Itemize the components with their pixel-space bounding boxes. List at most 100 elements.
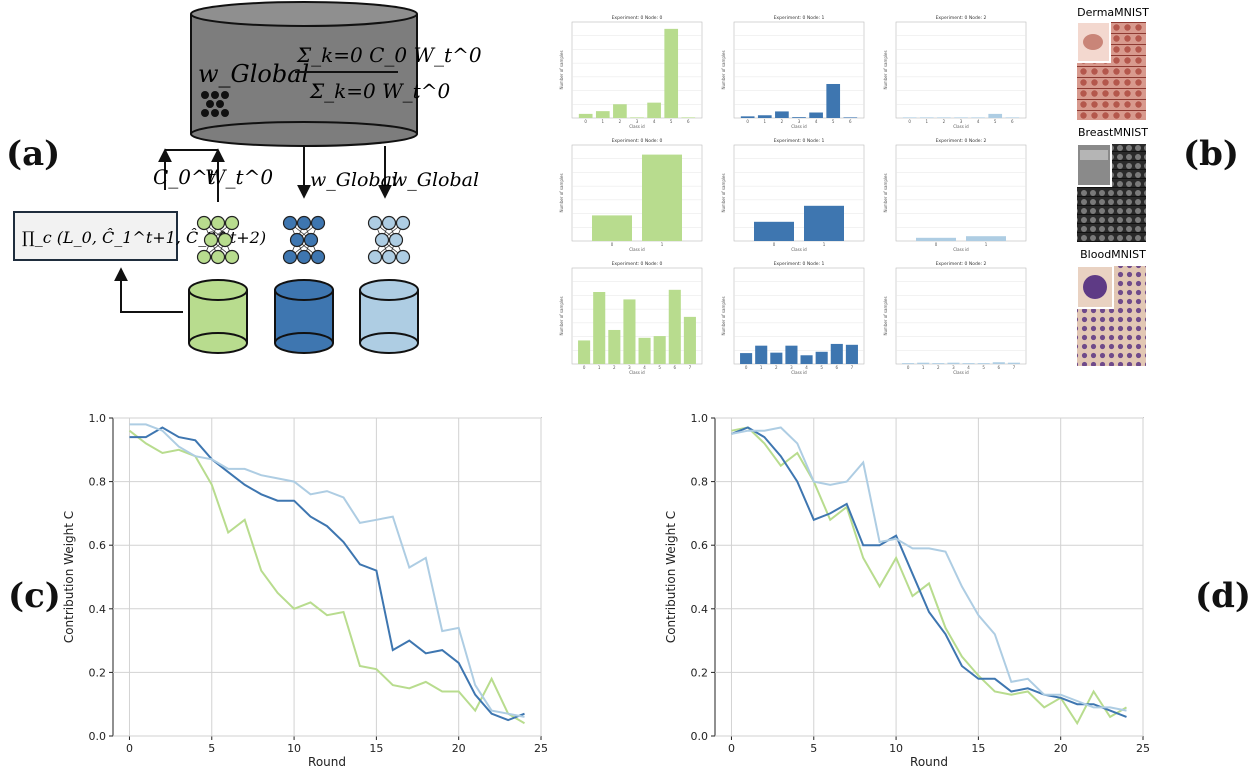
bar-tick-label: 2 bbox=[943, 119, 946, 124]
bar bbox=[962, 363, 975, 364]
x-tick-label: 15 bbox=[369, 742, 383, 755]
bar-tick-label: 7 bbox=[1013, 365, 1016, 370]
bar-subplot-r2-c1: Experiment: 0 Node: 1 0 1 2 3 4 5 6 7 Class id Num… bbox=[721, 261, 865, 375]
bar bbox=[937, 117, 951, 118]
subplot-title: Experiment: 0 Node: 1 bbox=[774, 15, 825, 21]
bar bbox=[770, 352, 783, 364]
product-box bbox=[13, 211, 178, 261]
x-tick-label: 20 bbox=[452, 742, 466, 755]
subplot-title: Experiment: 0 Node: 2 bbox=[936, 138, 987, 144]
bar-tick-label: 7 bbox=[851, 365, 854, 370]
y-tick-label: 1.0 bbox=[89, 412, 107, 425]
panel-a-diagram: w_Global Σ_k=0 C_0 W_t^0 Σ_k=0 W_t^0 C_0… bbox=[13, 1, 482, 354]
bar bbox=[775, 111, 789, 118]
bar bbox=[902, 363, 915, 364]
bar-xlabel: Class id bbox=[791, 247, 807, 252]
subplot-title: Experiment: 0 Node: 1 bbox=[774, 138, 825, 144]
bar bbox=[954, 117, 968, 118]
bar-tick-label: 0 bbox=[584, 119, 587, 124]
bar-tick-label: 3 bbox=[960, 119, 963, 124]
x-tick-label: 20 bbox=[1054, 742, 1068, 755]
bar bbox=[623, 299, 636, 364]
bar bbox=[977, 363, 990, 364]
y-axis-label: Contribution Weight C bbox=[62, 511, 76, 643]
bar-tick-label: 6 bbox=[1011, 119, 1014, 124]
bar-tick-label: 4 bbox=[805, 365, 808, 370]
bar-tick-label: 2 bbox=[613, 365, 616, 370]
bar-ylabel: Number of samples bbox=[883, 173, 888, 212]
bar-tick-label: 1 bbox=[926, 119, 929, 124]
subplot-title: Experiment: 0 Node: 2 bbox=[936, 261, 987, 267]
y-tick-label: 0.2 bbox=[691, 666, 709, 679]
bar bbox=[755, 345, 768, 364]
bar bbox=[668, 289, 681, 364]
series-line-2 bbox=[731, 426, 1127, 712]
bar bbox=[932, 363, 945, 364]
chart-c: 0 5 10 15 20 25 0.0 0.2 0.4 0.6 0.8 1.0 Round Contrib… bbox=[62, 412, 548, 769]
bar-xlabel: Class id bbox=[629, 124, 645, 129]
bar bbox=[642, 154, 682, 241]
bar-tick-label: 3 bbox=[952, 365, 955, 370]
bar-tick-label: 5 bbox=[670, 119, 673, 124]
bar bbox=[830, 343, 843, 364]
x-tick-label: 5 bbox=[810, 742, 817, 755]
x-tick-label: 25 bbox=[1136, 742, 1150, 755]
y-axis-label: Contribution Weight C bbox=[664, 511, 678, 643]
bar bbox=[647, 102, 661, 118]
bar bbox=[593, 292, 606, 364]
bar-subplot-r0-c0: Experiment: 0 Node: 0 0 1 2 3 4 5 6 Class id Numb… bbox=[559, 15, 703, 129]
series-line-2 bbox=[129, 423, 525, 718]
x-tick-label: 10 bbox=[889, 742, 903, 755]
bar bbox=[754, 221, 794, 241]
bar bbox=[966, 236, 1006, 241]
bar bbox=[947, 362, 960, 364]
bar-tick-label: 2 bbox=[619, 119, 622, 124]
dataset-title-breast: BreastMNIST bbox=[1078, 126, 1148, 139]
bar bbox=[757, 115, 772, 118]
bar-tick-label: 4 bbox=[653, 119, 656, 124]
chart-d: 0 5 10 15 20 25 0.0 0.2 0.4 0.6 0.8 1.0 Round Contrib… bbox=[664, 412, 1150, 769]
bar-tick-label: 1 bbox=[922, 365, 925, 370]
bar bbox=[845, 344, 858, 364]
bar bbox=[809, 112, 823, 118]
bar-tick-label: 0 bbox=[935, 242, 938, 247]
y-tick-label: 0.8 bbox=[89, 476, 107, 489]
client-network-icon bbox=[196, 215, 240, 265]
x-axis-label: Round bbox=[910, 755, 948, 769]
bar bbox=[613, 104, 627, 118]
bar-tick-label: 1 bbox=[764, 119, 767, 124]
panel-label-a: (a) bbox=[6, 134, 61, 174]
bar-tick-label: 6 bbox=[687, 119, 690, 124]
panel-label-d: (d) bbox=[1195, 576, 1249, 616]
bar-tick-label: 1 bbox=[823, 242, 826, 247]
dataset-title-derma: DermaMNIST bbox=[1077, 6, 1149, 19]
bar bbox=[608, 329, 621, 364]
bar-tick-label: 5 bbox=[982, 365, 985, 370]
bar bbox=[653, 336, 666, 364]
bar-subplot-r0-c2: Experiment: 0 Node: 2 0 1 2 3 4 5 6 Class id Numb… bbox=[883, 15, 1027, 129]
bar bbox=[792, 117, 806, 118]
bar bbox=[683, 316, 696, 364]
bar bbox=[902, 117, 917, 118]
bar-tick-label: 1 bbox=[760, 365, 763, 370]
bar bbox=[578, 340, 591, 364]
dataset-tiles: DermaMNIST BreastMNIST BloodMNIST bbox=[1076, 6, 1149, 366]
panel-label-b: (b) bbox=[1183, 134, 1239, 174]
bar-tick-label: 1 bbox=[661, 242, 664, 247]
subplot-title: Experiment: 0 Node: 1 bbox=[774, 261, 825, 267]
bar-ylabel: Number of samples bbox=[883, 50, 888, 89]
bar-ylabel: Number of samples bbox=[559, 50, 564, 89]
y-tick-label: 0.6 bbox=[89, 539, 107, 552]
x-tick-label: 25 bbox=[534, 742, 548, 755]
formula-numerator: Σ_k=0 C_0 W_t^0 bbox=[296, 43, 482, 67]
bar-tick-label: 5 bbox=[832, 119, 835, 124]
x-tick-label: 0 bbox=[126, 742, 133, 755]
x-axis-label: Round bbox=[308, 755, 346, 769]
y-tick-label: 0.4 bbox=[691, 603, 709, 616]
bar-tick-label: 4 bbox=[643, 365, 646, 370]
bar-tick-label: 2 bbox=[781, 119, 784, 124]
client-network-icon bbox=[367, 215, 411, 265]
x-tick-label: 10 bbox=[287, 742, 301, 755]
bar-tick-label: 6 bbox=[836, 365, 839, 370]
y-tick-label: 0.8 bbox=[691, 476, 709, 489]
